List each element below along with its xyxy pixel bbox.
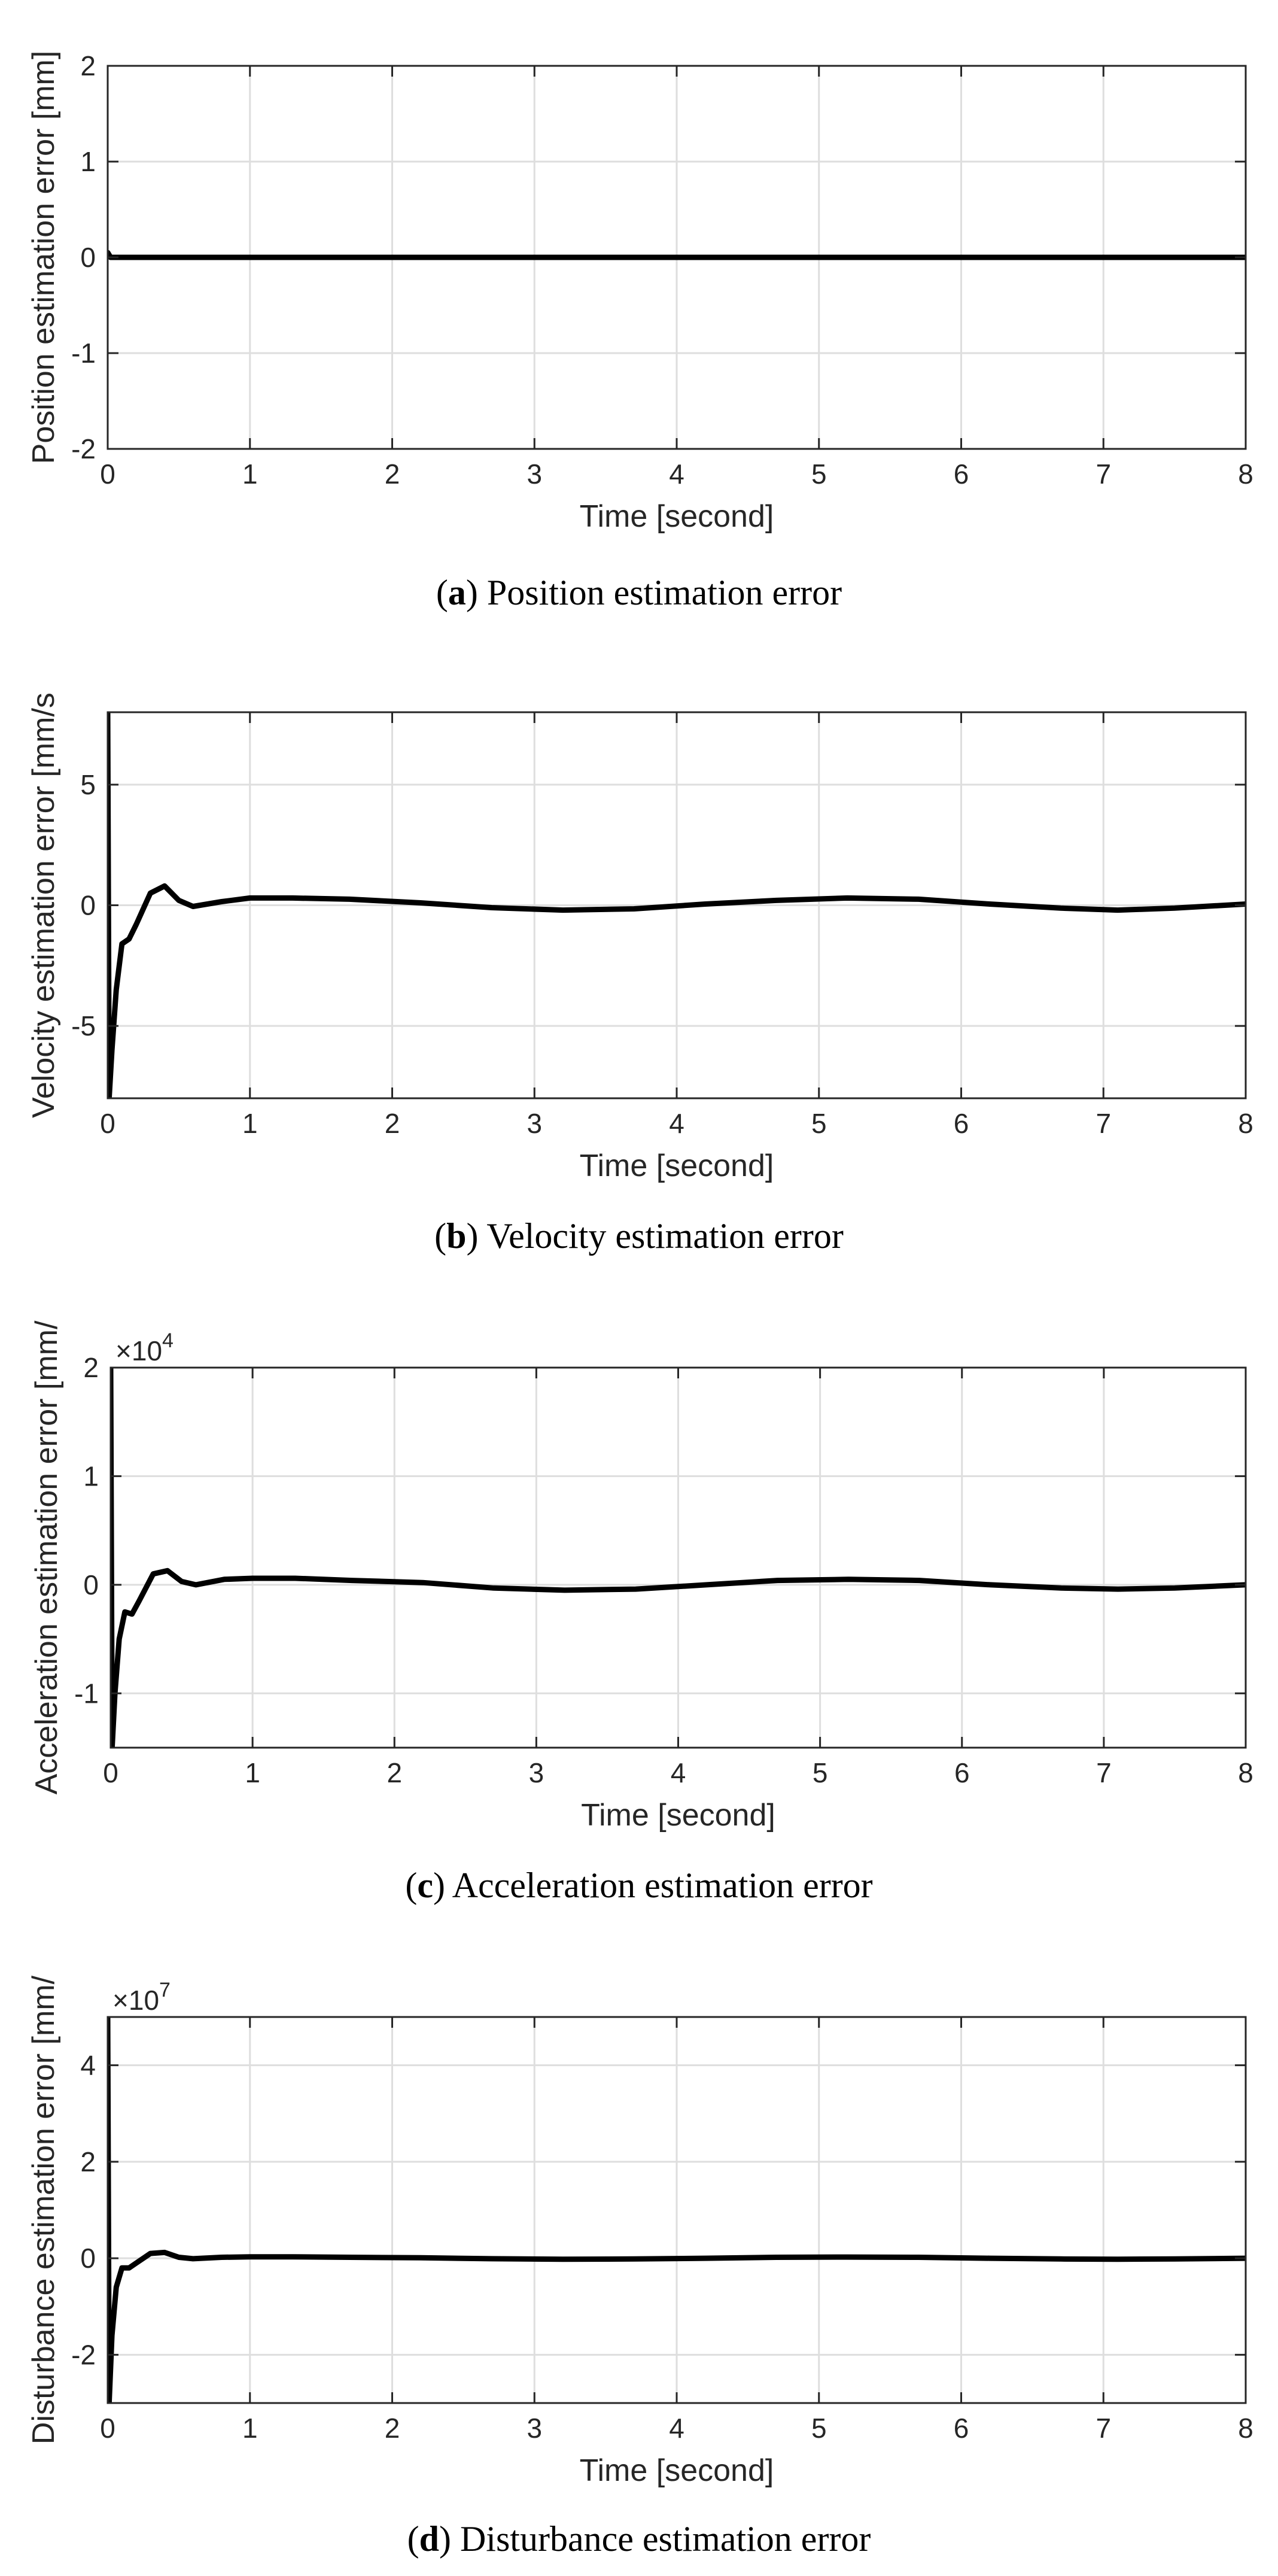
caption-close-paren: ) <box>439 2519 460 2559</box>
axis-exponent-base: ×10 <box>112 1985 159 2016</box>
series-line <box>108 250 1246 260</box>
x-tick-label: 2 <box>385 2413 400 2444</box>
caption-letter: b <box>446 1216 466 1256</box>
x-tick-label: 4 <box>669 1108 684 1139</box>
caption-open-paren: ( <box>407 2519 419 2559</box>
y-tick-label: 1 <box>83 1460 99 1491</box>
y-tick-label: 4 <box>80 2050 96 2081</box>
y-tick-label: 0 <box>80 890 96 921</box>
x-tick-label: 5 <box>813 1757 828 1788</box>
y-tick-label: 2 <box>80 50 96 81</box>
x-tick-label: 3 <box>527 1108 542 1139</box>
axis-exponent-base: ×10 <box>115 1335 162 1366</box>
x-tick-label: 2 <box>385 1108 400 1139</box>
x-tick-label: 2 <box>387 1757 402 1788</box>
figure-caption: (c) Acceleration estimation error <box>405 1866 872 1905</box>
x-tick-label: 0 <box>100 2413 115 2444</box>
y-tick-label: 2 <box>80 2146 96 2177</box>
y-axis-label: Disturbance estimation error [mm/ <box>26 1975 61 2444</box>
x-tick-label: 4 <box>669 458 684 490</box>
caption-open-paren: ( <box>434 1216 446 1256</box>
x-tick-label: 4 <box>669 2413 684 2444</box>
x-tick-label: 1 <box>242 1108 258 1139</box>
series-line <box>108 2017 1246 2403</box>
figure-caption: (a) Position estimation error <box>436 573 842 612</box>
x-tick-label: 3 <box>527 458 542 490</box>
chart-a: 0 1 2 3 4 5 6 7 8 -2 -1 0 1 2 Time [second] Position es… <box>26 50 1253 612</box>
y-tick-label: 0 <box>83 1569 99 1600</box>
caption-close-paren: ) <box>466 573 487 612</box>
caption-letter: c <box>417 1866 433 1905</box>
x-tick-label: 5 <box>811 1108 827 1139</box>
axis-exponent-label: ×107 <box>112 1979 171 2016</box>
caption-text: Acceleration estimation error <box>452 1866 873 1905</box>
x-tick-label: 0 <box>100 1108 115 1139</box>
x-tick-label: 8 <box>1238 458 1253 490</box>
x-tick-label: 8 <box>1238 2413 1253 2444</box>
x-tick-label: 0 <box>103 1757 118 1788</box>
x-tick-label: 1 <box>245 1757 260 1788</box>
caption-close-paren: ) <box>466 1216 486 1256</box>
caption-open-paren: ( <box>436 573 448 612</box>
y-tick-label: -2 <box>71 2339 96 2370</box>
x-tick-label: 6 <box>954 458 969 490</box>
x-tick-label: 6 <box>954 1108 969 1139</box>
x-tick-label: 4 <box>671 1757 686 1788</box>
series-line <box>111 1368 1246 1748</box>
axis-exponent-label: ×104 <box>115 1329 174 1366</box>
x-axis-label: Time [second] <box>580 499 774 534</box>
x-tick-label: 5 <box>811 2413 827 2444</box>
y-axis-label: Position estimation error [mm] <box>26 51 61 464</box>
x-tick-label: 8 <box>1238 1108 1253 1139</box>
y-tick-label: 0 <box>80 2243 96 2274</box>
x-tick-label: 7 <box>1096 1108 1111 1139</box>
y-tick-label: 0 <box>80 242 96 273</box>
x-tick-label: 3 <box>527 2413 542 2444</box>
x-tick-label: 1 <box>242 458 258 490</box>
y-tick-label: -1 <box>74 1678 99 1709</box>
y-tick-label: 1 <box>80 146 96 177</box>
y-tick-label: 5 <box>80 769 96 800</box>
figure-caption: (d) Disturbance estimation error <box>407 2519 871 2559</box>
caption-text: Disturbance estimation error <box>460 2519 871 2559</box>
chart-b: 0 1 2 3 4 5 6 7 8 -5 0 5 Time [second] Velocity estim… <box>26 692 1253 1256</box>
caption-text: Position estimation error <box>487 573 842 612</box>
y-axis-label: Velocity estimation error [mm/s <box>26 692 61 1118</box>
caption-letter: a <box>448 573 466 612</box>
figure-caption: (b) Velocity estimation error <box>434 1216 844 1256</box>
y-tick-label: -5 <box>71 1010 96 1041</box>
y-axis-label: Acceleration estimation error [mm/ <box>29 1320 64 1794</box>
x-tick-label: 7 <box>1096 458 1111 490</box>
x-tick-label: 1 <box>242 2413 258 2444</box>
caption-open-paren: ( <box>405 1866 417 1905</box>
x-tick-label: 8 <box>1238 1757 1253 1788</box>
x-axis-label: Time [second] <box>580 1149 774 1183</box>
y-tick-label: -1 <box>71 338 96 369</box>
x-tick-label: 5 <box>811 458 827 490</box>
x-axis-label: Time [second] <box>581 1798 775 1833</box>
x-tick-label: 7 <box>1096 2413 1111 2444</box>
series-line <box>108 712 1246 1098</box>
caption-close-paren: ) <box>433 1866 452 1905</box>
x-axis-label: Time [second] <box>580 2453 774 2488</box>
x-tick-label: 6 <box>954 2413 969 2444</box>
x-tick-label: 2 <box>385 458 400 490</box>
caption-letter: d <box>419 2519 439 2559</box>
x-tick-label: 6 <box>954 1757 970 1788</box>
x-tick-label: 7 <box>1096 1757 1112 1788</box>
axis-exponent-power: 7 <box>159 1979 171 2001</box>
x-tick-label: 3 <box>529 1757 544 1788</box>
caption-text: Velocity estimation error <box>486 1216 844 1256</box>
y-tick-label: 2 <box>83 1352 99 1383</box>
axis-exponent-power: 4 <box>162 1329 174 1352</box>
x-tick-label: 0 <box>100 458 115 490</box>
y-tick-label: -2 <box>71 433 96 464</box>
